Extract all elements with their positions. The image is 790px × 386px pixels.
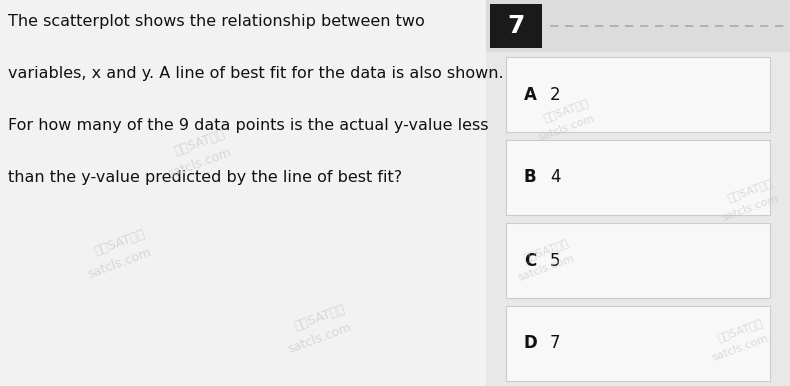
Bar bbox=[486, 0, 790, 52]
Bar bbox=[506, 223, 770, 298]
Text: satcls.com: satcls.com bbox=[286, 320, 354, 356]
Text: 7: 7 bbox=[550, 335, 560, 352]
Text: C: C bbox=[524, 252, 536, 269]
Text: 云帆SAT模考: 云帆SAT模考 bbox=[173, 128, 228, 158]
Text: D: D bbox=[524, 335, 538, 352]
Text: 云帆SAT模考: 云帆SAT模考 bbox=[522, 237, 570, 263]
Text: 7: 7 bbox=[507, 14, 525, 38]
Text: 云帆SAT模考: 云帆SAT模考 bbox=[726, 177, 774, 203]
Text: 云帆SAT模考: 云帆SAT模考 bbox=[292, 303, 348, 333]
Text: 云帆SAT模考: 云帆SAT模考 bbox=[716, 317, 764, 343]
Bar bbox=[506, 140, 770, 215]
Bar bbox=[490, 4, 542, 48]
Text: 2: 2 bbox=[550, 86, 560, 103]
Text: satcls.com: satcls.com bbox=[86, 245, 153, 281]
Bar bbox=[0, 0, 486, 386]
Bar bbox=[486, 0, 790, 386]
Text: B: B bbox=[524, 169, 536, 186]
Text: satcls.com: satcls.com bbox=[516, 253, 575, 283]
Text: satcls.com: satcls.com bbox=[536, 113, 596, 143]
Text: 5: 5 bbox=[550, 252, 560, 269]
Text: A: A bbox=[524, 86, 536, 103]
Bar bbox=[506, 306, 770, 381]
Text: 4: 4 bbox=[550, 169, 560, 186]
Text: For how many of the 9 data points is the actual y-value less: For how many of the 9 data points is the… bbox=[8, 118, 488, 133]
Text: 云帆SAT模考: 云帆SAT模考 bbox=[92, 228, 148, 258]
Bar bbox=[506, 57, 770, 132]
Text: satcls.com: satcls.com bbox=[710, 333, 769, 363]
Text: variables, x and y. A line of best fit for the data is also shown.: variables, x and y. A line of best fit f… bbox=[8, 66, 504, 81]
Text: 云帆SAT模考: 云帆SAT模考 bbox=[542, 97, 590, 123]
Text: The scatterplot shows the relationship between two: The scatterplot shows the relationship b… bbox=[8, 14, 425, 29]
Text: than the y-value predicted by the line of best fit?: than the y-value predicted by the line o… bbox=[8, 170, 402, 185]
Text: satcls.com: satcls.com bbox=[167, 146, 234, 181]
Text: satcls.com: satcls.com bbox=[720, 193, 780, 223]
